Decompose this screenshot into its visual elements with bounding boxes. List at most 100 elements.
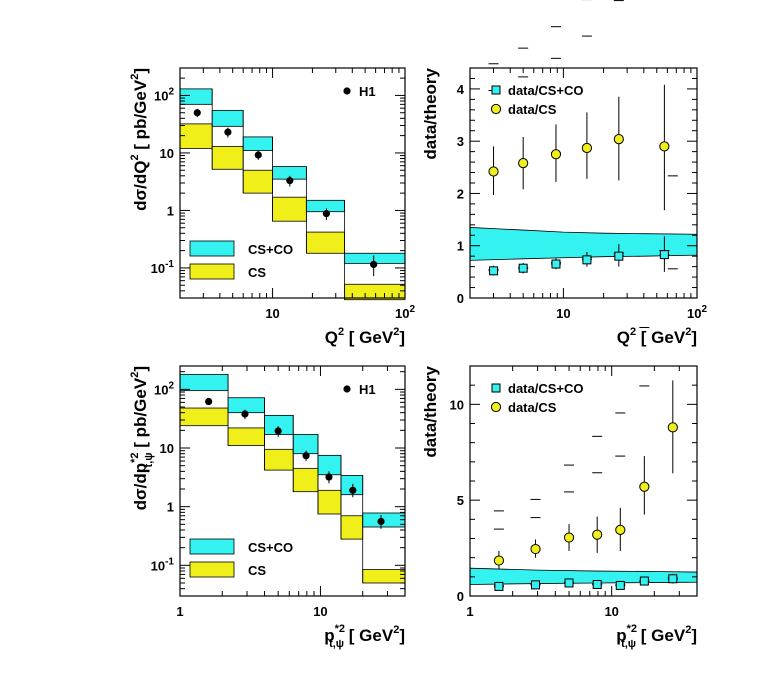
- label-part: 2: [630, 326, 636, 338]
- label-part: 2: [129, 154, 141, 160]
- tick-label: 10-1: [151, 556, 175, 573]
- label-part: [ GeV: [636, 328, 686, 347]
- legend-circle-marker: [490, 401, 502, 413]
- cs-band-bin: [227, 427, 265, 446]
- label-part: 2: [338, 326, 344, 338]
- h1-data-point: [325, 473, 333, 481]
- tick-label: 102: [395, 304, 415, 321]
- cs-co-band-bin: [211, 109, 244, 127]
- legend-q2_ratio: data/CS+CO data/CS: [490, 83, 584, 117]
- y-axis-title: data/theory: [421, 365, 440, 457]
- cs-co-ratio-point: [531, 580, 541, 590]
- label-part: Q: [617, 328, 630, 347]
- label-part: σ: [131, 488, 150, 500]
- label-part: p: [324, 626, 334, 645]
- x-axis-title: p*2 t,ψ [ GeV2]: [616, 623, 697, 650]
- cs-band-bin: [292, 467, 319, 493]
- cs-band-bin: [179, 407, 229, 427]
- label-part: ]: [399, 328, 405, 347]
- cs-band-bin: [242, 169, 273, 194]
- label-part: 5: [457, 493, 464, 508]
- tick-label: 1: [167, 203, 174, 218]
- label-part: [ GeV: [344, 626, 394, 645]
- label-part: /dQ: [131, 161, 150, 189]
- label-part: 1: [176, 604, 183, 619]
- cs-co-ratio-point: [494, 581, 504, 591]
- label-part: 2: [129, 74, 141, 80]
- plot-frame: [469, 67, 698, 299]
- h1-data-point: [274, 427, 282, 435]
- tick-label: 10: [556, 306, 570, 321]
- cs-co-ratio-point: [639, 576, 649, 586]
- legend-cs-co-label: CS+CO: [248, 242, 293, 257]
- legend-h1-marker: [343, 87, 351, 95]
- x-axis-title: p*2 t,ψ [ GeV2]: [324, 623, 405, 650]
- cs-co-ratio-point: [659, 250, 669, 260]
- cs-ratio-point: [615, 524, 626, 535]
- cs-ratio-point: [493, 555, 505, 566]
- label-part: t,ψ: [329, 638, 344, 650]
- label-part: 10: [450, 397, 464, 412]
- plot-frame: [179, 67, 406, 299]
- h1-data-point: [302, 452, 310, 460]
- legend-cs-label: data/CS: [508, 102, 557, 117]
- label-part: [ GeV: [636, 626, 686, 645]
- cs-ratio-point: [550, 149, 562, 160]
- label-part: 1: [457, 239, 464, 254]
- label-part: 10: [395, 306, 409, 321]
- cs-band-bin: [305, 231, 346, 254]
- cs-co-ratio-point: [668, 574, 678, 584]
- bands-q2_xsec: [179, 88, 406, 301]
- label-part: 2: [685, 326, 691, 338]
- legend-cs-label: data/CS: [508, 400, 557, 415]
- cs-ratio-point: [613, 133, 624, 145]
- plot-frame: [179, 365, 406, 597]
- cs-ratio-point: [488, 166, 499, 177]
- label-part: ]: [131, 68, 150, 74]
- tick-label: 1: [457, 239, 464, 254]
- legend-cs-co-swatch: [189, 240, 235, 257]
- label-part: 10: [154, 382, 168, 397]
- label-part: ]: [399, 626, 405, 645]
- y-axis-title: dσ/dQ2 [ pb/GeV2]: [129, 68, 150, 211]
- cs-band-bin: [179, 123, 213, 149]
- tick-label: 2: [457, 186, 464, 201]
- tick-label: 10-1: [151, 259, 175, 276]
- theory-uncertainty-band: [469, 567, 698, 585]
- label-part: 10: [154, 88, 168, 103]
- label-part: /dp: [131, 463, 150, 489]
- tick-label: 4: [457, 82, 465, 97]
- tick-label: 5: [457, 493, 464, 508]
- h1-data-point: [286, 177, 294, 185]
- legend-cs-label: CS: [248, 563, 266, 578]
- label-part: data/theory: [421, 365, 440, 457]
- cs-ratio-point: [659, 141, 670, 152]
- label-part: [ pb/GeV: [131, 79, 150, 154]
- h1-data-point: [224, 128, 232, 136]
- legend-square-marker: [491, 85, 501, 95]
- label-part: d: [131, 500, 150, 510]
- label-part: 1: [466, 604, 473, 619]
- legend-pt_ratio: data/CS+CO data/CS: [490, 381, 584, 415]
- x-axis-title: Q2 [ GeV2]: [325, 326, 405, 347]
- h1-data-point: [349, 486, 357, 494]
- cs-band-bin: [272, 196, 307, 222]
- label-part: 0: [457, 291, 464, 306]
- label-part: 10: [160, 441, 174, 456]
- h1-data-point: [193, 109, 201, 117]
- tick-label: 10: [265, 306, 279, 321]
- label-part: p: [616, 626, 626, 645]
- legend-square-marker: [491, 383, 501, 393]
- h1-data-point: [322, 210, 331, 218]
- cs-band-bin: [211, 145, 244, 170]
- label-part: 4: [457, 82, 465, 97]
- label-part: σ: [131, 189, 150, 201]
- h1-data-point: [241, 410, 249, 418]
- cs-co-ratio-point: [582, 255, 592, 265]
- label-part: 2: [393, 624, 399, 636]
- axes-q2_xsec: [179, 67, 406, 299]
- cs-co-band-bin: [227, 397, 265, 414]
- cs-ratio-point: [518, 158, 529, 169]
- cs-co-band-bin: [305, 199, 346, 213]
